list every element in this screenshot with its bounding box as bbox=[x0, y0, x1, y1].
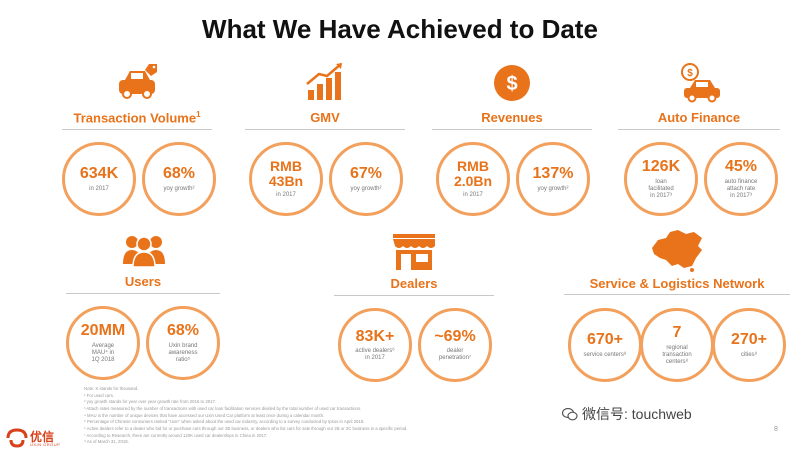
divider bbox=[62, 129, 212, 130]
footnote: ⁶ Active dealers refer to a dealer who b… bbox=[84, 425, 408, 431]
section-gmv: GMV RMB 43Bn in 2017 67% yoy growth² bbox=[245, 62, 405, 216]
car-tag-icon bbox=[119, 64, 157, 99]
stat-loans-facilitated: 126K loan facilitated in 2017³ bbox=[624, 142, 698, 216]
section-dealers: Dealers 83K+ active dealers⁶ in 2017 ~69… bbox=[334, 232, 494, 382]
footnote: ⁵ Percentage of Chinese consumers ranked… bbox=[84, 419, 365, 425]
storefront-icon bbox=[393, 234, 435, 270]
section-title: GMV bbox=[310, 110, 340, 125]
wechat-watermark: 微信号: touchweb bbox=[561, 404, 692, 424]
section-users: Users 20MM Average MAU⁴ in 1Q 2018 68% U… bbox=[66, 232, 220, 382]
section-title: Transaction Volume1 bbox=[73, 110, 201, 126]
stat-active-dealers: 83K+ active dealers⁶ in 2017 bbox=[338, 308, 412, 382]
divider bbox=[564, 294, 790, 295]
footnote: ⁷ According to Research, there are curre… bbox=[84, 432, 268, 438]
footnote: ⁴ MAU is the number of unique devices th… bbox=[84, 412, 325, 418]
users-group-icon bbox=[123, 236, 165, 268]
page-title: What We Have Achieved to Date bbox=[202, 14, 598, 44]
divider bbox=[618, 129, 780, 130]
logo-text: 优信 bbox=[30, 430, 55, 444]
section-service-logistics: Service & Logistics Network 670+ service… bbox=[564, 228, 790, 388]
divider bbox=[432, 129, 592, 130]
dollar-coin-icon: $ bbox=[494, 65, 530, 101]
stat-revenue-value: RMB 2.0Bn in 2017 bbox=[436, 142, 510, 216]
footnotes: Note: K stands for thousand. ¹ For used … bbox=[84, 386, 544, 446]
section-revenues: $ Revenues RMB 2.0Bn in 2017 137% yoy gr… bbox=[432, 62, 592, 216]
svg-text:$: $ bbox=[506, 73, 517, 95]
bar-chart-growth-icon bbox=[306, 63, 342, 100]
stat-average-mau: 20MM Average MAU⁴ in 1Q 2018 bbox=[66, 306, 140, 380]
section-auto-finance: $ Auto Finance 126K loan facilitated in … bbox=[618, 62, 780, 216]
section-title: Dealers bbox=[390, 276, 438, 291]
china-map-icon bbox=[652, 230, 702, 272]
stat-transaction-count: 634K in 2017 bbox=[62, 142, 136, 216]
section-title: Auto Finance bbox=[657, 110, 741, 125]
footnote: ² yoy growth stands for year over year g… bbox=[84, 399, 217, 405]
stat-gmv-growth: 67% yoy growth² bbox=[329, 142, 403, 216]
page-number: 8 bbox=[774, 426, 778, 433]
section-title: Users bbox=[124, 274, 162, 289]
stat-service-centers: 670+ service centers⁸ bbox=[568, 308, 642, 382]
section-transaction-volume: Transaction Volume1 634K in 2017 68% yoy… bbox=[62, 62, 216, 216]
section-title: Service & Logistics Network bbox=[589, 276, 765, 291]
footnote: Note: K stands for thousand. bbox=[84, 386, 139, 391]
stat-revenue-growth: 137% yoy growth² bbox=[516, 142, 590, 216]
stat-transaction-centers: 7 regional transaction centers⁸ bbox=[640, 308, 714, 382]
divider bbox=[245, 129, 405, 130]
stat-cities: 270+ cities⁸ bbox=[712, 308, 786, 382]
svg-text:$: $ bbox=[687, 68, 693, 79]
stat-dealer-penetration: ~69% dealer penetration⁷ bbox=[418, 308, 492, 382]
footnote: ¹ For used cars. bbox=[84, 392, 115, 398]
uxin-logo-icon bbox=[6, 428, 28, 448]
section-title: Revenues bbox=[481, 110, 543, 125]
footnote: ⁸ As of March 31, 2018. bbox=[84, 439, 129, 445]
footnote: ³ Attach rates measured by the number of… bbox=[84, 405, 362, 411]
divider bbox=[334, 295, 494, 296]
wechat-icon bbox=[561, 407, 578, 421]
stat-brand-awareness: 68% Uxin brand awareness ratio⁵ bbox=[146, 306, 220, 380]
stat-gmv-value: RMB 43Bn in 2017 bbox=[249, 142, 323, 216]
stat-transaction-growth: 68% yoy growth² bbox=[142, 142, 216, 216]
stat-attach-rate: 45% auto finance attach rate in 2017³ bbox=[704, 142, 778, 216]
divider bbox=[66, 293, 220, 294]
car-finance-icon: $ bbox=[681, 63, 720, 103]
logo-subtitle: UXIN GROUP bbox=[30, 442, 61, 447]
